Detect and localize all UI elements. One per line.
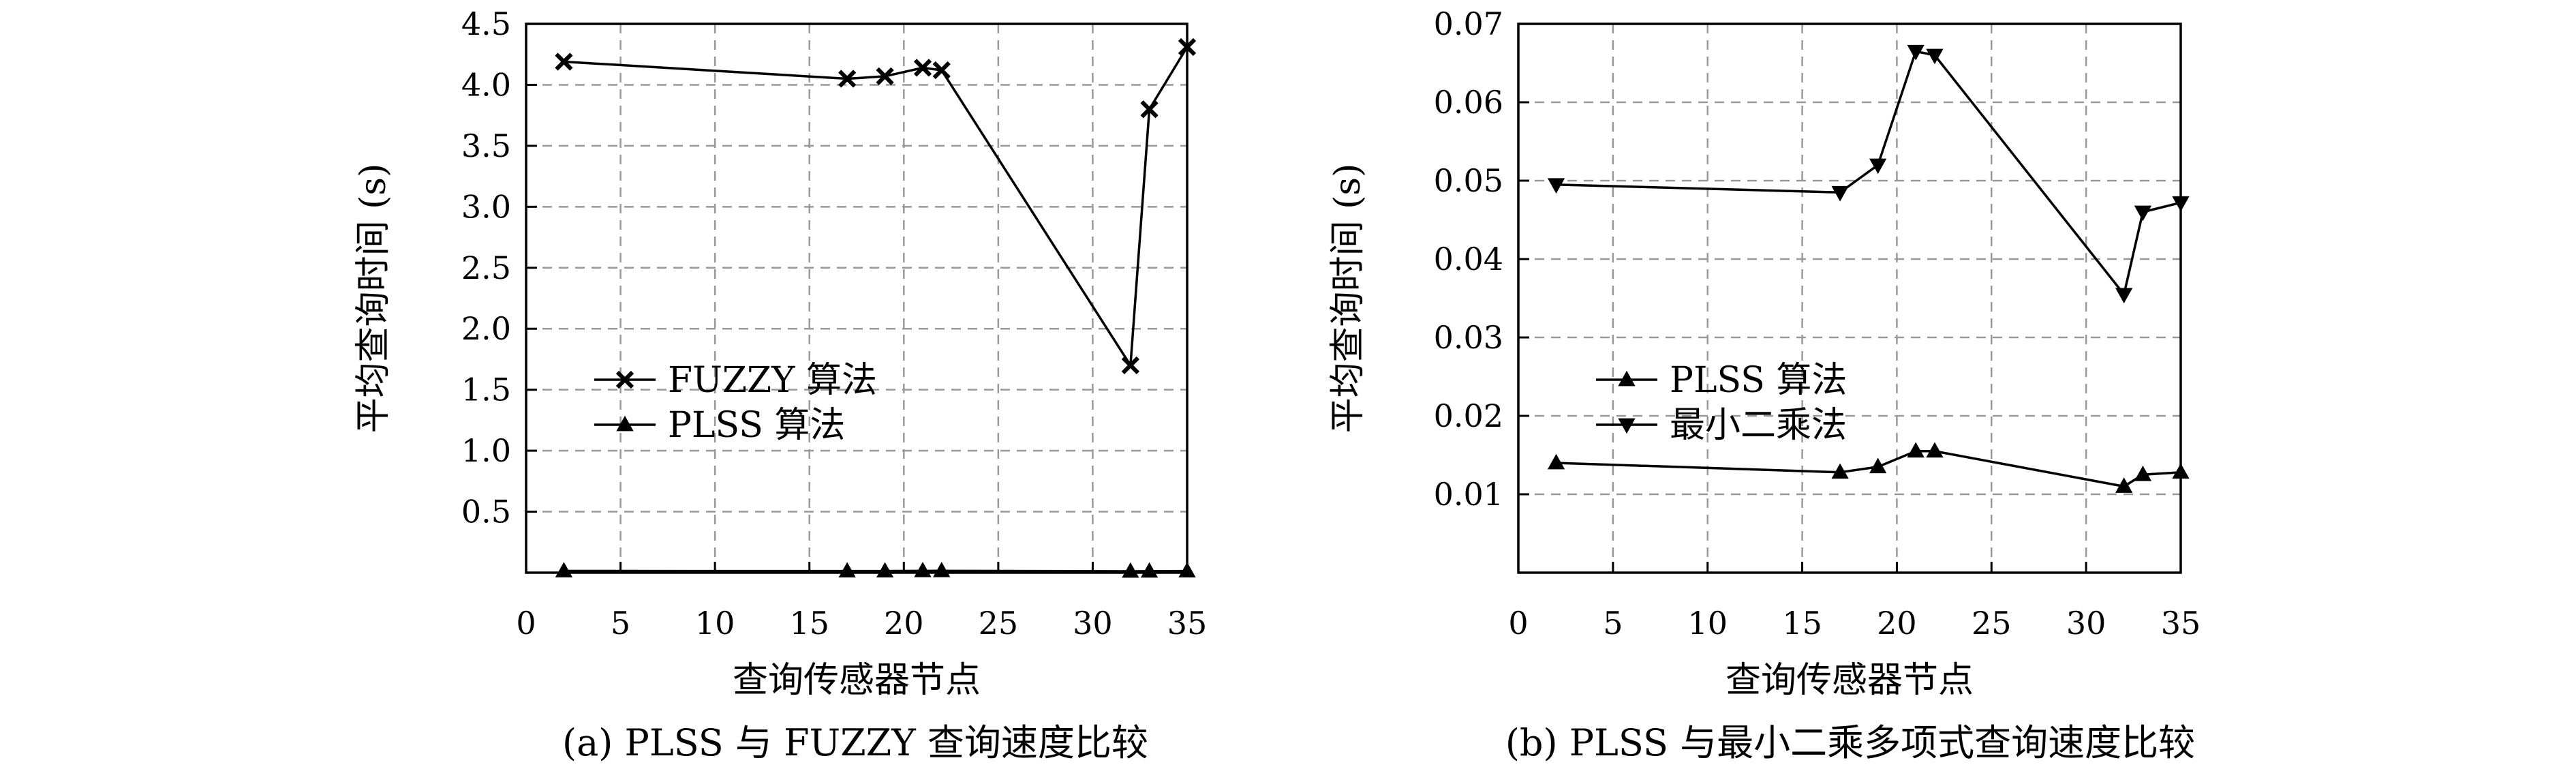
series-1-point xyxy=(555,52,573,71)
series-1-point xyxy=(1926,442,1944,458)
series-2-point xyxy=(933,562,951,577)
series-1-point xyxy=(2115,477,2133,493)
y-tick-label: 0.01 xyxy=(1434,476,1503,513)
y-tick-label: 4.5 xyxy=(461,5,511,42)
series-line-1 xyxy=(564,46,1189,370)
x-tick-label: 15 xyxy=(789,605,829,642)
y-tick-label: 0.03 xyxy=(1434,319,1503,356)
y-axis-label: 平均查询时间 (s) xyxy=(353,164,394,434)
x-tick-label: 10 xyxy=(1687,605,1728,642)
x-axis-label: 查询传感器节点 xyxy=(733,660,981,701)
series-2-point xyxy=(1907,44,1925,61)
series-1-point xyxy=(932,61,951,80)
series-2-point xyxy=(1547,178,1565,194)
series-1-point xyxy=(1121,356,1139,375)
x-tick-label: 20 xyxy=(1877,605,1917,642)
series-1-point xyxy=(1831,463,1849,479)
legend-marker-2 xyxy=(1618,418,1636,434)
series-1-point xyxy=(1869,457,1887,474)
series-1-point-stroke xyxy=(1140,100,1159,119)
plot-frame xyxy=(525,22,1189,574)
series-2-point xyxy=(1869,158,1887,175)
series-line-1 xyxy=(1556,450,2181,488)
legend-marker-1 xyxy=(1618,370,1636,387)
x-tick-label: 10 xyxy=(695,605,735,642)
x-axis-label: 查询传感器节点 xyxy=(1726,660,1974,701)
x-tick-label: 5 xyxy=(611,605,630,642)
y-axis-label: 平均查询时间 (s) xyxy=(1328,164,1368,434)
x-tick-label: 0 xyxy=(516,605,536,642)
series-1-point-stroke xyxy=(1121,356,1139,375)
series-2-point xyxy=(2134,205,2152,222)
series-1-point-stroke xyxy=(876,67,894,86)
series-2-point xyxy=(1831,185,1849,202)
series-1-point xyxy=(913,59,932,77)
y-tick-label: 0.07 xyxy=(1434,5,1503,42)
legend-label-1: PLSS 算法 xyxy=(1670,360,1847,401)
series-2-point xyxy=(914,562,932,577)
series-1-point-stroke xyxy=(932,61,951,80)
chart-caption: (b) PLSS 与最小二乘多项式查询速度比较 xyxy=(1505,721,2195,764)
y-tick-label: 0.5 xyxy=(461,494,511,530)
y-tick-label: 2.0 xyxy=(461,310,511,347)
series-1-point-stroke xyxy=(913,59,932,77)
series-1-point xyxy=(838,70,857,88)
y-tick-label: 3.5 xyxy=(461,127,511,164)
x-tick-label: 20 xyxy=(884,605,924,642)
x-tick-label: 35 xyxy=(2161,605,2201,642)
y-tick-label: 1.0 xyxy=(461,432,511,469)
y-tick-label: 0.02 xyxy=(1434,397,1503,434)
x-tick-label: 25 xyxy=(1972,605,2012,642)
x-tick-label: 30 xyxy=(1073,605,1113,642)
series-2-point xyxy=(1178,562,1196,578)
x-tick-label: 30 xyxy=(2066,605,2106,642)
legend-marker-2 xyxy=(616,415,634,432)
series-2-point xyxy=(876,562,894,578)
series-1-point xyxy=(1547,453,1565,470)
series-1-point-stroke xyxy=(838,70,857,88)
plot-frame xyxy=(1517,22,2182,574)
x-tick-label: 0 xyxy=(1508,605,1528,642)
series-2-point xyxy=(555,562,573,577)
legend-marker-1-stroke xyxy=(615,370,634,389)
y-tick-label: 2.5 xyxy=(461,250,511,286)
y-tick-label: 0.04 xyxy=(1434,241,1503,277)
chart-a: 0.5 1.0 1.5 2.0 2.5 3.0 3.5 4.0 4.5 0 5 10 15 20 25 30 3… xyxy=(353,5,1207,764)
series-2-point xyxy=(838,562,856,578)
series-2-point xyxy=(2172,196,2190,212)
series-1-point xyxy=(2172,463,2190,479)
legend-marker-1 xyxy=(615,370,634,389)
series-2-point xyxy=(2115,288,2133,303)
x-tick-label: 5 xyxy=(1603,605,1623,642)
series-2-point xyxy=(1122,562,1139,578)
series-1-point xyxy=(1178,37,1197,57)
y-tick-label: 1.5 xyxy=(461,372,511,408)
series-line-2 xyxy=(1556,50,2181,297)
legend-label-2: 最小二乘法 xyxy=(1670,405,1847,446)
series-1-point xyxy=(1907,442,1925,458)
chart-b: 0.01 0.02 0.03 0.04 0.05 0.06 0.07 0 5 10 15 20 25 30… xyxy=(1328,5,2201,764)
x-tick-label: 25 xyxy=(979,605,1019,642)
legend-label-2: PLSS 算法 xyxy=(668,405,845,446)
series-1-point-stroke xyxy=(1178,37,1197,57)
x-tick-label: 35 xyxy=(1167,605,1208,642)
series-1-point xyxy=(876,67,894,86)
x-tick-label: 15 xyxy=(1782,605,1822,642)
legend-label-1: FUZZY 算法 xyxy=(668,360,877,401)
y-tick-label: 4.0 xyxy=(461,66,511,103)
chart-caption: (a) PLSS 与 FUZZY 查询速度比较 xyxy=(562,721,1148,764)
series-2-point xyxy=(1140,562,1159,578)
y-tick-label: 0.05 xyxy=(1434,162,1503,199)
y-tick-label: 3.0 xyxy=(461,188,511,225)
series-2-point xyxy=(1926,48,1944,65)
series-1-point-stroke xyxy=(555,52,573,71)
y-tick-label: 0.06 xyxy=(1434,84,1503,121)
series-1-point xyxy=(2134,466,2152,481)
series-1-point xyxy=(1140,100,1159,119)
